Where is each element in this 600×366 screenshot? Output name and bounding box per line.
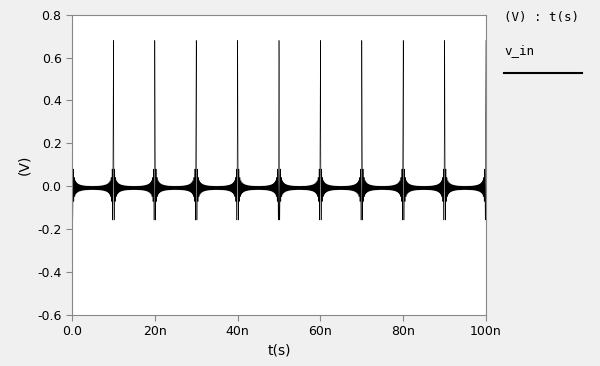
X-axis label: t(s): t(s) (267, 344, 291, 358)
Text: (V) : t(s): (V) : t(s) (504, 11, 579, 24)
Y-axis label: (V): (V) (17, 154, 32, 175)
Text: v_in: v_in (504, 44, 534, 57)
